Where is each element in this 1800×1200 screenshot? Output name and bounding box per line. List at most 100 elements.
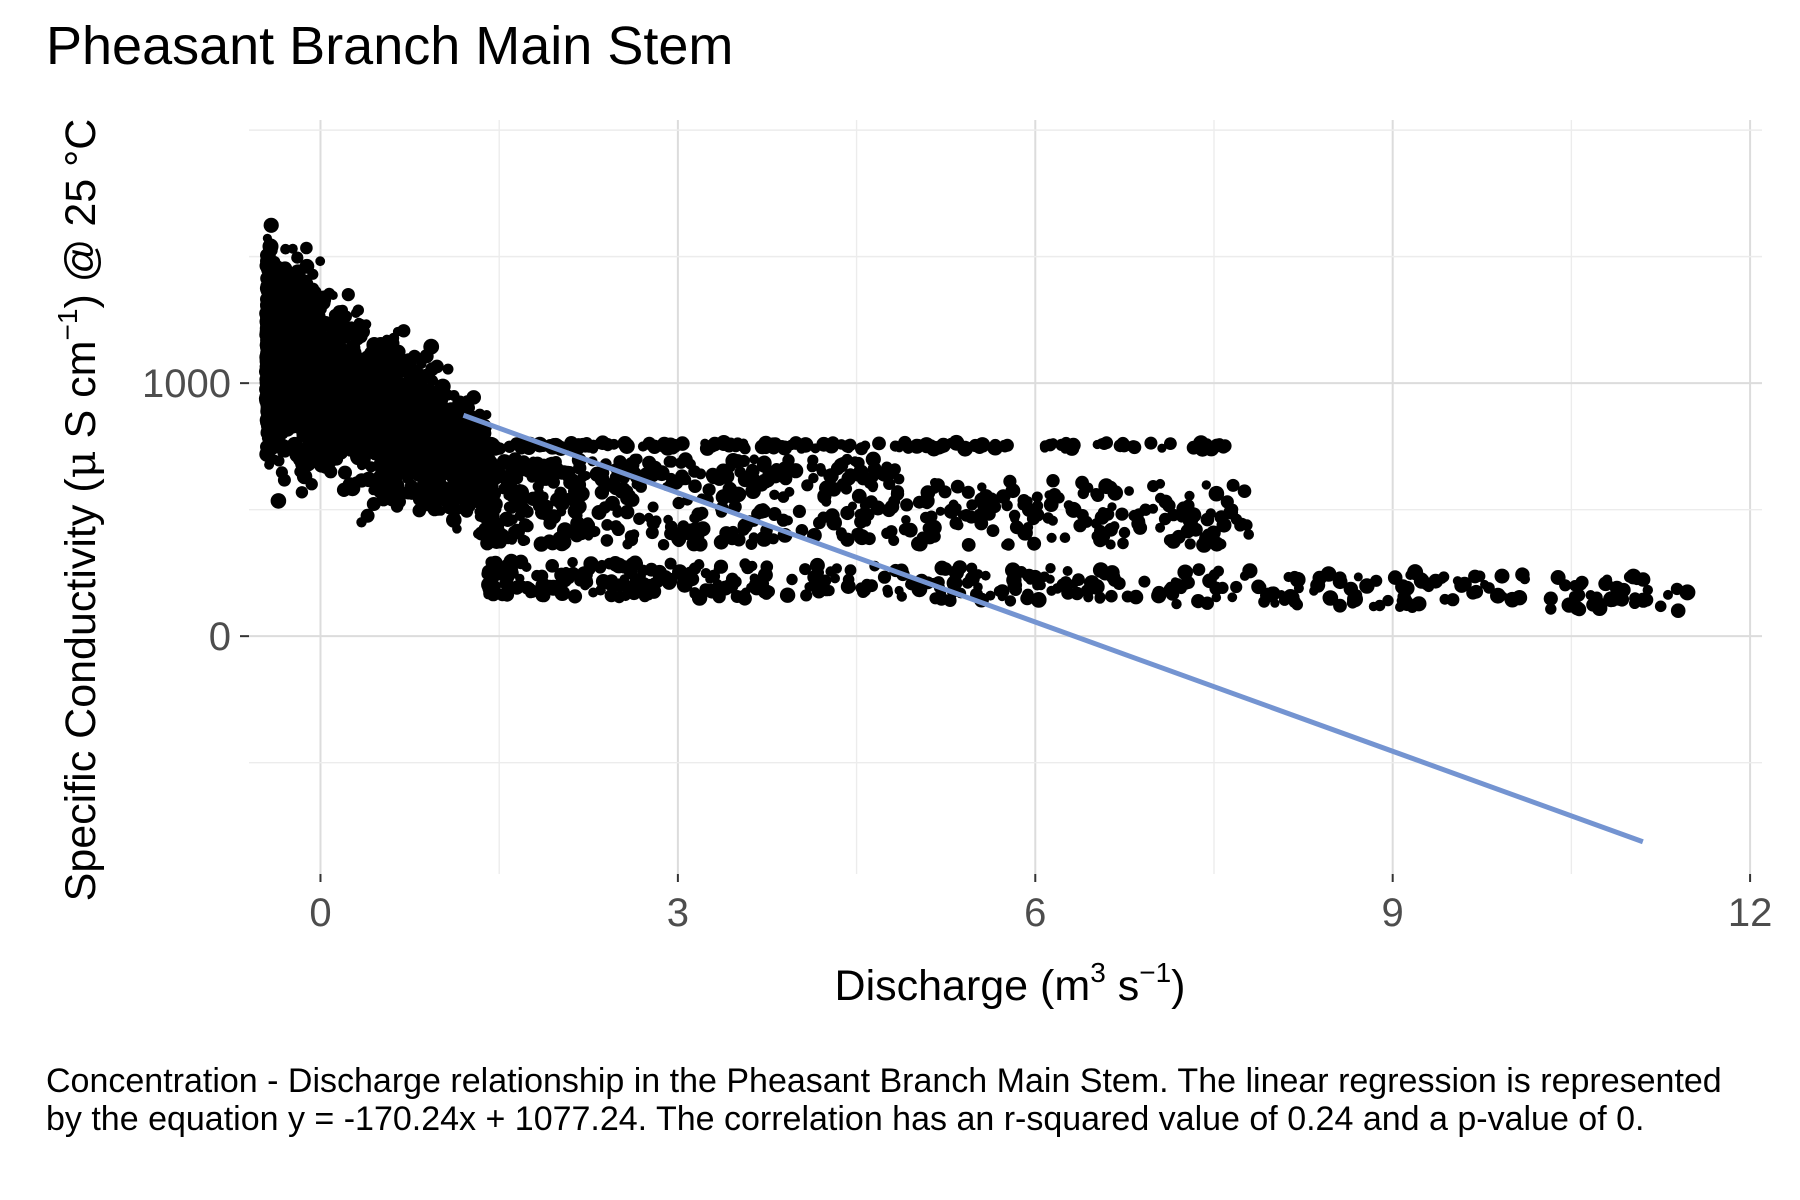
data-point (841, 454, 853, 465)
data-point (1017, 494, 1031, 507)
data-point (725, 572, 739, 586)
data-point (583, 556, 599, 572)
data-point (728, 495, 738, 506)
data-point (1188, 522, 1203, 537)
data-point (806, 461, 818, 473)
data-point (377, 469, 393, 485)
data-point (277, 414, 288, 424)
data-point (1309, 586, 1319, 596)
data-point (416, 386, 430, 400)
data-point (759, 579, 770, 589)
y-tick-label: 1000 (142, 362, 231, 406)
data-point (463, 500, 476, 513)
data-point (332, 305, 347, 319)
data-point (356, 517, 367, 528)
data-point (534, 474, 547, 487)
data-point (269, 301, 286, 318)
data-point (1105, 589, 1118, 603)
data-point (485, 556, 498, 569)
data-point (354, 473, 369, 488)
data-point (1438, 571, 1450, 583)
data-point (538, 578, 551, 590)
data-point (756, 455, 772, 471)
x-tick-label: 12 (1728, 891, 1773, 935)
data-point (1572, 588, 1586, 602)
data-point (329, 359, 344, 375)
data-point (769, 489, 780, 500)
data-point (688, 562, 702, 575)
data-point (435, 404, 447, 416)
data-point (290, 438, 300, 449)
regression-line-path (462, 412, 1644, 845)
data-point (620, 504, 635, 520)
data-point (567, 589, 583, 604)
data-point (437, 455, 448, 467)
data-point (737, 454, 751, 468)
data-point (517, 534, 529, 546)
data-point (263, 217, 279, 233)
data-point (446, 512, 462, 528)
data-point (1237, 484, 1252, 499)
data-point (612, 507, 623, 518)
data-point (1090, 488, 1102, 500)
data-point (1164, 437, 1177, 450)
data-point (402, 474, 412, 484)
data-point (1312, 570, 1327, 586)
data-point (773, 472, 784, 482)
data-point (817, 488, 832, 503)
data-point (313, 296, 327, 310)
data-point (1171, 598, 1182, 610)
data-point (573, 461, 587, 475)
data-point (291, 251, 304, 264)
data-point (749, 577, 762, 591)
data-point (314, 440, 329, 456)
data-point (579, 438, 589, 448)
data-point (1474, 570, 1486, 582)
data-point (1133, 520, 1148, 535)
data-point (556, 506, 567, 517)
data-point (498, 562, 512, 577)
data-point (779, 587, 796, 603)
data-point (877, 570, 892, 584)
data-point (896, 591, 907, 602)
data-point (1635, 592, 1651, 608)
data-point (1469, 584, 1484, 599)
data-point (1088, 579, 1105, 595)
data-point (1670, 603, 1686, 618)
data-point (373, 384, 384, 395)
data-point (1094, 591, 1106, 604)
data-point (950, 479, 965, 494)
data-point (292, 299, 303, 310)
data-point (485, 437, 500, 452)
data-point (1020, 591, 1035, 606)
data-point (1098, 437, 1110, 450)
data-point (1163, 534, 1177, 547)
data-point (1075, 475, 1089, 490)
data-point (862, 508, 875, 521)
data-point (436, 506, 446, 516)
data-point (761, 474, 775, 488)
data-point (1123, 441, 1133, 451)
data-point (1153, 591, 1165, 602)
data-point (715, 435, 732, 451)
data-point (865, 579, 878, 593)
data-point (419, 349, 434, 364)
data-point (1060, 444, 1070, 454)
data-point (408, 349, 421, 363)
data-point (350, 308, 361, 318)
data-point (503, 490, 514, 501)
data-point (996, 489, 1011, 504)
data-point (1598, 576, 1613, 592)
data-point (266, 244, 278, 257)
data-point (485, 478, 496, 489)
data-point (1543, 591, 1558, 606)
data-point (419, 496, 434, 512)
data-point (1063, 500, 1074, 511)
data-point (1121, 590, 1134, 603)
data-point (977, 499, 992, 514)
data-point (262, 404, 275, 416)
data-point (645, 441, 656, 451)
data-point (370, 402, 383, 415)
data-point (645, 526, 659, 540)
data-point (757, 567, 773, 583)
